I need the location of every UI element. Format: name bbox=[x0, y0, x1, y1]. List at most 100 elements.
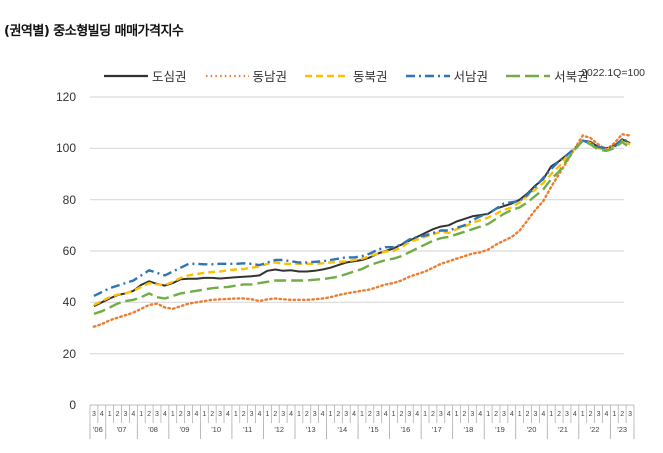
x-quarter-label: 2 bbox=[305, 411, 309, 418]
x-quarter-label: 1 bbox=[234, 411, 238, 418]
x-year-label: '22 bbox=[590, 425, 600, 434]
x-quarter-label: 2 bbox=[210, 411, 214, 418]
x-quarter-label: 1 bbox=[423, 411, 427, 418]
x-quarter-label: 3 bbox=[344, 411, 348, 418]
x-year-label: '10 bbox=[211, 425, 221, 434]
x-quarter-label: 2 bbox=[368, 411, 372, 418]
x-quarter-label: 1 bbox=[612, 411, 616, 418]
x-quarter-label: 2 bbox=[589, 411, 593, 418]
y-tick-label: 40 bbox=[62, 295, 76, 309]
x-quarter-label: 3 bbox=[187, 411, 191, 418]
x-quarter-label: 2 bbox=[494, 411, 498, 418]
x-quarter-label: 1 bbox=[171, 411, 175, 418]
y-tick-label: 120 bbox=[55, 90, 76, 104]
x-quarter-label: 3 bbox=[628, 411, 632, 418]
x-quarter-label: 3 bbox=[218, 411, 222, 418]
long-dash-line-swatch-icon bbox=[506, 74, 551, 77]
x-quarter-label: 4 bbox=[352, 411, 356, 418]
x-quarter-label: 3 bbox=[470, 411, 474, 418]
x-quarter-label: 2 bbox=[431, 411, 435, 418]
x-quarter-label: 3 bbox=[533, 411, 537, 418]
x-quarter-label: 1 bbox=[139, 411, 143, 418]
x-quarter-label: 4 bbox=[100, 411, 104, 418]
x-year-label: '19 bbox=[495, 425, 505, 434]
x-quarter-label: 4 bbox=[321, 411, 325, 418]
series-line bbox=[93, 138, 631, 297]
x-quarter-label: 2 bbox=[273, 411, 277, 418]
x-quarter-label: 2 bbox=[526, 411, 530, 418]
chart-legend: 도심권 동남권 동북권 서남권 서북권 bbox=[104, 66, 607, 85]
x-quarter-label: 4 bbox=[226, 411, 230, 418]
series-line bbox=[92, 132, 632, 328]
x-quarter-label: 2 bbox=[557, 411, 561, 418]
y-tick-label: 0 bbox=[69, 398, 76, 412]
y-tick-label: 100 bbox=[55, 141, 76, 155]
legend-item-dongnam: 동남권 bbox=[205, 66, 287, 85]
dashed-line-swatch-icon bbox=[305, 74, 350, 77]
legend-label: 서남권 bbox=[453, 69, 489, 84]
legend-label: 동북권 bbox=[353, 69, 388, 84]
legend-item-dongbuk: 동북권 bbox=[305, 66, 388, 85]
x-quarter-label: 4 bbox=[573, 411, 577, 418]
x-quarter-label: 3 bbox=[155, 411, 159, 418]
x-quarter-label: 1 bbox=[108, 411, 112, 418]
x-quarter-label: 1 bbox=[392, 411, 396, 418]
series-line bbox=[93, 138, 631, 308]
base-index-note: 2022.1Q=100 bbox=[581, 67, 645, 79]
x-quarter-label: 3 bbox=[124, 411, 128, 418]
gridlines bbox=[90, 96, 624, 355]
x-quarter-label: 3 bbox=[502, 411, 506, 418]
y-tick-label: 80 bbox=[62, 193, 76, 207]
x-quarter-label: 3 bbox=[92, 411, 96, 418]
x-year-label: '18 bbox=[464, 425, 474, 434]
x-quarter-label: 3 bbox=[313, 411, 317, 418]
series-line bbox=[93, 139, 631, 306]
x-year-label: '11 bbox=[243, 425, 252, 434]
chart-title: (권역별) 중소형빌딩 매매가격지수 bbox=[4, 24, 184, 39]
dash-dot-line-swatch-icon bbox=[405, 74, 450, 77]
x-quarter-label: 1 bbox=[455, 411, 459, 418]
x-quarter-label: 2 bbox=[463, 411, 467, 418]
x-quarter-label: 4 bbox=[289, 411, 293, 418]
x-quarter-label: 3 bbox=[407, 411, 411, 418]
legend-item-seonam: 서남권 bbox=[405, 66, 489, 85]
legend-label: 도심권 bbox=[152, 69, 187, 84]
legend-item-seobuk: 서북권 bbox=[506, 66, 589, 85]
x-quarter-label: 2 bbox=[620, 411, 624, 418]
x-quarter-label: 4 bbox=[478, 411, 482, 418]
x-quarter-label: 2 bbox=[147, 411, 151, 418]
x-quarter-label: 1 bbox=[360, 411, 364, 418]
x-quarter-label: 2 bbox=[399, 411, 403, 418]
x-quarter-label: 1 bbox=[518, 411, 522, 418]
x-quarter-label: 4 bbox=[194, 411, 198, 418]
x-quarter-label: 3 bbox=[439, 411, 443, 418]
x-year-label: '12 bbox=[274, 425, 284, 434]
x-year-label: '16 bbox=[400, 425, 410, 434]
x-quarter-label: 3 bbox=[281, 411, 285, 418]
x-year-label: '15 bbox=[369, 425, 379, 434]
x-year-label: '06 bbox=[93, 425, 103, 434]
y-tick-label: 20 bbox=[62, 347, 76, 361]
x-quarter-label: 2 bbox=[336, 411, 340, 418]
x-year-label: '13 bbox=[306, 425, 316, 434]
x-quarter-label: 4 bbox=[447, 411, 451, 418]
series-line bbox=[93, 139, 631, 316]
x-quarter-label: 4 bbox=[510, 411, 514, 418]
x-year-label: '20 bbox=[527, 425, 537, 434]
x-quarter-label: 1 bbox=[581, 411, 585, 418]
y-tick-label: 60 bbox=[62, 244, 76, 258]
x-quarter-label: 3 bbox=[250, 411, 254, 418]
x-quarter-label: 2 bbox=[242, 411, 246, 418]
legend-label: 서북권 bbox=[554, 69, 589, 84]
x-quarter-label: 1 bbox=[265, 411, 269, 418]
x-quarter-label: 4 bbox=[258, 411, 262, 418]
x-year-label: '17 bbox=[432, 425, 442, 434]
x-quarter-label: 2 bbox=[179, 411, 183, 418]
solid-line-swatch-icon bbox=[104, 74, 148, 77]
x-year-label: '07 bbox=[117, 425, 127, 434]
x-quarter-label: 4 bbox=[415, 411, 419, 418]
data-series bbox=[92, 132, 632, 328]
x-quarter-label: 1 bbox=[329, 411, 333, 418]
x-quarter-label: 4 bbox=[541, 411, 545, 418]
x-quarter-label: 3 bbox=[565, 411, 569, 418]
